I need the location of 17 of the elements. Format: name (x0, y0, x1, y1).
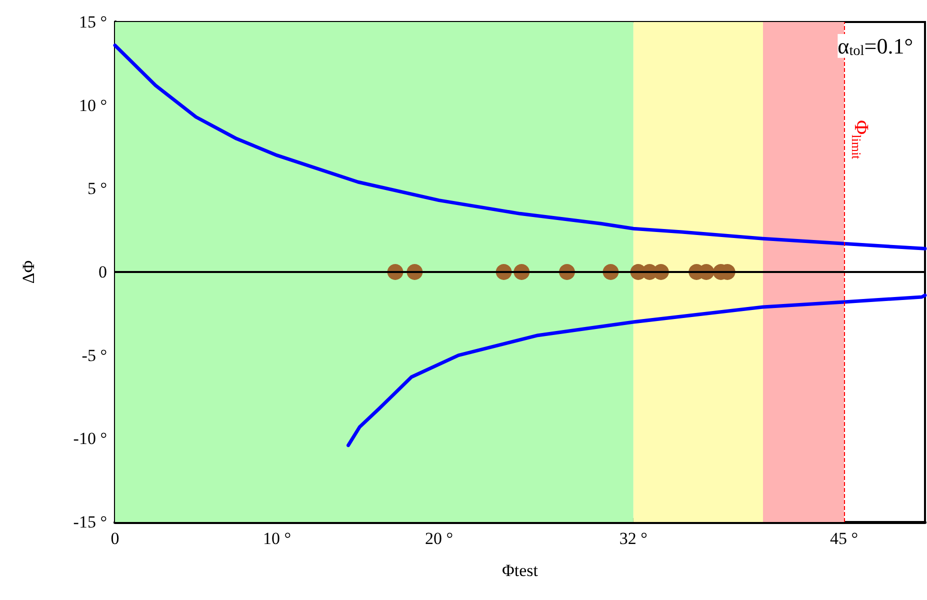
x-tick-label: 20 ° (424, 529, 454, 548)
line-series (346, 294, 927, 448)
x-axis-title: Φtest (502, 561, 538, 580)
y-tick-label: -10 ° (73, 429, 107, 448)
y-tick-label: 5 ° (87, 179, 107, 198)
x-tick-label: 32 ° (619, 529, 648, 548)
ref-line-label: Φlimit (849, 120, 872, 160)
y-axis-title: ΔΦ (19, 260, 38, 284)
annotation: αtol=0.1° (838, 33, 914, 59)
y-tick-label: -5 ° (82, 346, 107, 365)
y-tick-label: 10 ° (78, 96, 107, 115)
y-tick-label: -15 ° (73, 512, 107, 532)
y-tick-label: 15 ° (78, 12, 107, 32)
x-tick-label: 45 ° (830, 529, 858, 548)
x-tick-label: 0 (110, 529, 120, 548)
y-tick-label: 0 (98, 262, 107, 282)
x-tick-label: 10 ° (262, 529, 292, 548)
